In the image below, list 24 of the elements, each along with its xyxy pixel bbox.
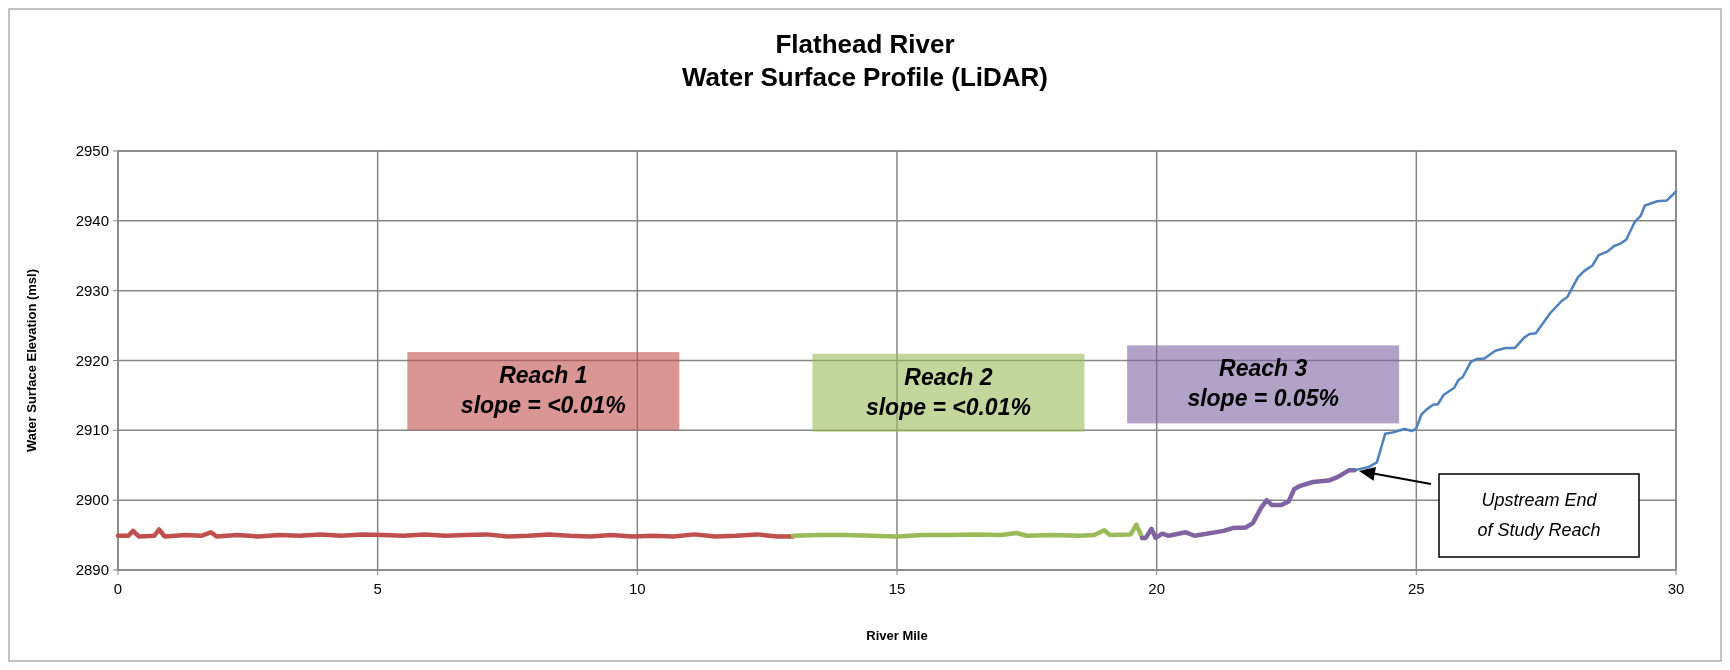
y-tick-label: 2940 (75, 211, 109, 229)
y-axis-title: Water Surface Elevation (msl) (24, 268, 39, 453)
x-tick-label: 30 (1667, 580, 1685, 597)
annotation: Reach 3 slope = 0.05% (1187, 355, 1339, 412)
y-tick-label: 2890 (75, 561, 109, 578)
x-tick-label: 10 (628, 580, 646, 597)
line-series (790, 522, 1145, 541)
annotation: Upstream End of Study Reach (1477, 490, 1601, 540)
x-tick-label: 20 (1148, 580, 1166, 597)
x-tick-label: 15 (888, 580, 906, 597)
x-tick-label: 5 (373, 580, 382, 597)
x-tick-label: 0 (113, 580, 123, 597)
annotation: Reach 1 slope = <0.01% (460, 362, 626, 419)
y-tick-label: 2930 (75, 281, 109, 299)
y-tick-label: 2910 (75, 421, 109, 439)
line-series (115, 527, 796, 539)
x-tick-label: 25 (1407, 580, 1425, 597)
chart-title: Flathead River Water Surface Profile (LiDAR) (682, 29, 1048, 92)
y-tick-label: 2900 (75, 491, 109, 509)
y-tick-label: 2920 (75, 351, 109, 369)
line-series (1139, 467, 1357, 541)
y-tick-label: 2950 (75, 142, 109, 159)
x-axis-title: River Mile (866, 628, 928, 643)
annotation: Reach 2 slope = <0.01% (865, 363, 1031, 420)
